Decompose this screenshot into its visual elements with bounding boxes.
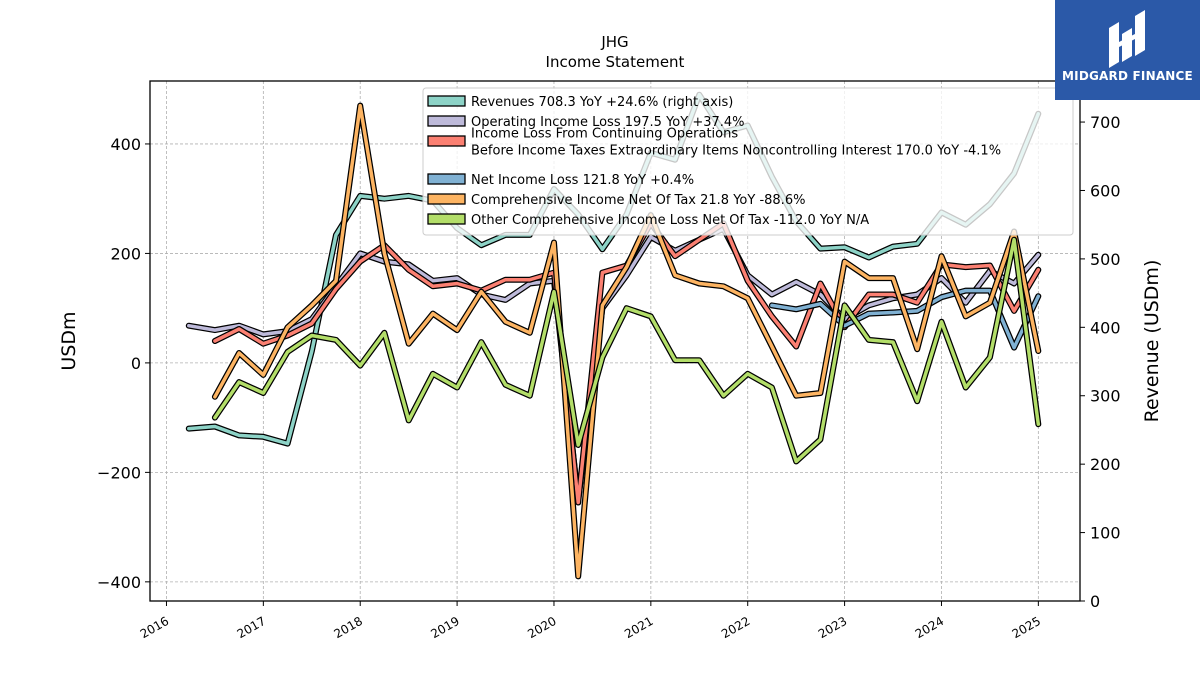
y-right-tick-label: 400 <box>1090 318 1121 337</box>
legend-entry: Net Income Loss 121.8 YoY +0.4% <box>427 173 694 188</box>
legend-entry: Operating Income Loss 197.5 YoY +37.4% <box>427 115 745 130</box>
y-tick-label: −200 <box>97 463 141 482</box>
legend-label: Income Loss From Continuing Operations <box>471 127 738 142</box>
y-right-tick-label: 200 <box>1090 455 1121 474</box>
x-tick-label: 2022 <box>719 614 752 641</box>
legend-label: Net Income Loss 121.8 YoY +0.4% <box>471 173 694 188</box>
legend-entry: Comprehensive Income Net Of Tax 21.8 YoY… <box>427 193 805 208</box>
series-line <box>213 237 1041 464</box>
x-tick-label: 2018 <box>331 614 364 641</box>
x-tick-label: 2016 <box>138 614 171 641</box>
x-tick-label: 2024 <box>913 614 946 641</box>
x-axis: 2016 2017 2018 2019 2020 2021 2022 2023 2024 2025 <box>138 601 1043 641</box>
y-right-tick-label: 300 <box>1090 387 1121 406</box>
series-line <box>213 103 1041 579</box>
legend-label: Operating Income Loss 197.5 YoY +37.4% <box>471 115 745 130</box>
plot-frame <box>149 80 1081 602</box>
y-tick-label: −400 <box>97 573 141 592</box>
series-4 <box>211 102 1042 580</box>
x-tick-label: 2023 <box>816 614 849 641</box>
logo-text: MIDGARD FINANCE <box>1062 69 1193 83</box>
legend-swatch <box>427 173 466 185</box>
y-axis-label: USDm <box>58 311 80 370</box>
midgard-finance-logo: MIDGARD FINANCE <box>1055 0 1200 100</box>
x-tick-label: 2020 <box>525 614 558 641</box>
legend-box <box>422 87 1074 236</box>
x-tick-label: 2019 <box>428 614 461 641</box>
legend-swatch <box>427 193 466 205</box>
chart-subtitle: Income Statement <box>546 53 685 71</box>
legend-label: Comprehensive Income Net Of Tax 21.8 YoY… <box>471 193 805 208</box>
y-axis-right: 0 100 200 300 400 500 600 700 <box>1080 113 1121 611</box>
y-tick-label: 400 <box>110 135 141 154</box>
legend-label: Other Comprehensive Income Loss Net Of T… <box>471 213 869 228</box>
x-tick-label: 2025 <box>1010 614 1043 641</box>
legend-swatch <box>427 135 466 147</box>
y-axis-right-label: Revenue (USDm) <box>1141 260 1163 423</box>
legend-entry: Income Loss From Continuing Operations Be… <box>427 127 1001 159</box>
y-right-tick-label: 0 <box>1090 592 1100 611</box>
legend-swatch <box>427 95 466 107</box>
x-tick-label: 2021 <box>622 614 655 641</box>
y-tick-label: 200 <box>110 244 141 263</box>
legend-entry: Revenues 708.3 YoY +24.6% (right axis) <box>427 95 733 110</box>
legend-entry: Other Comprehensive Income Loss Net Of T… <box>427 213 869 228</box>
y-right-tick-label: 600 <box>1090 181 1121 200</box>
series-5 <box>211 236 1042 465</box>
legend-label: Before Income Taxes Extraordinary Items … <box>471 144 1001 159</box>
legend-label: Revenues 708.3 YoY +24.6% (right axis) <box>471 95 733 110</box>
midgard-logo-icon <box>1109 10 1145 68</box>
legend: Revenues 708.3 YoY +24.6% (right axis) Op… <box>422 87 1074 236</box>
y-axis-left: −400 −200 0 200 400 <box>97 135 150 592</box>
chart-title: JHG <box>600 33 628 51</box>
series-lines <box>185 91 1042 580</box>
x-tick-label: 2017 <box>235 614 268 641</box>
y-right-tick-label: 500 <box>1090 250 1121 269</box>
legend-swatch <box>427 115 466 127</box>
y-right-tick-label: 700 <box>1090 113 1121 132</box>
y-right-tick-label: 100 <box>1090 524 1121 543</box>
legend-swatch <box>427 213 466 225</box>
y-tick-label: 0 <box>131 354 141 373</box>
